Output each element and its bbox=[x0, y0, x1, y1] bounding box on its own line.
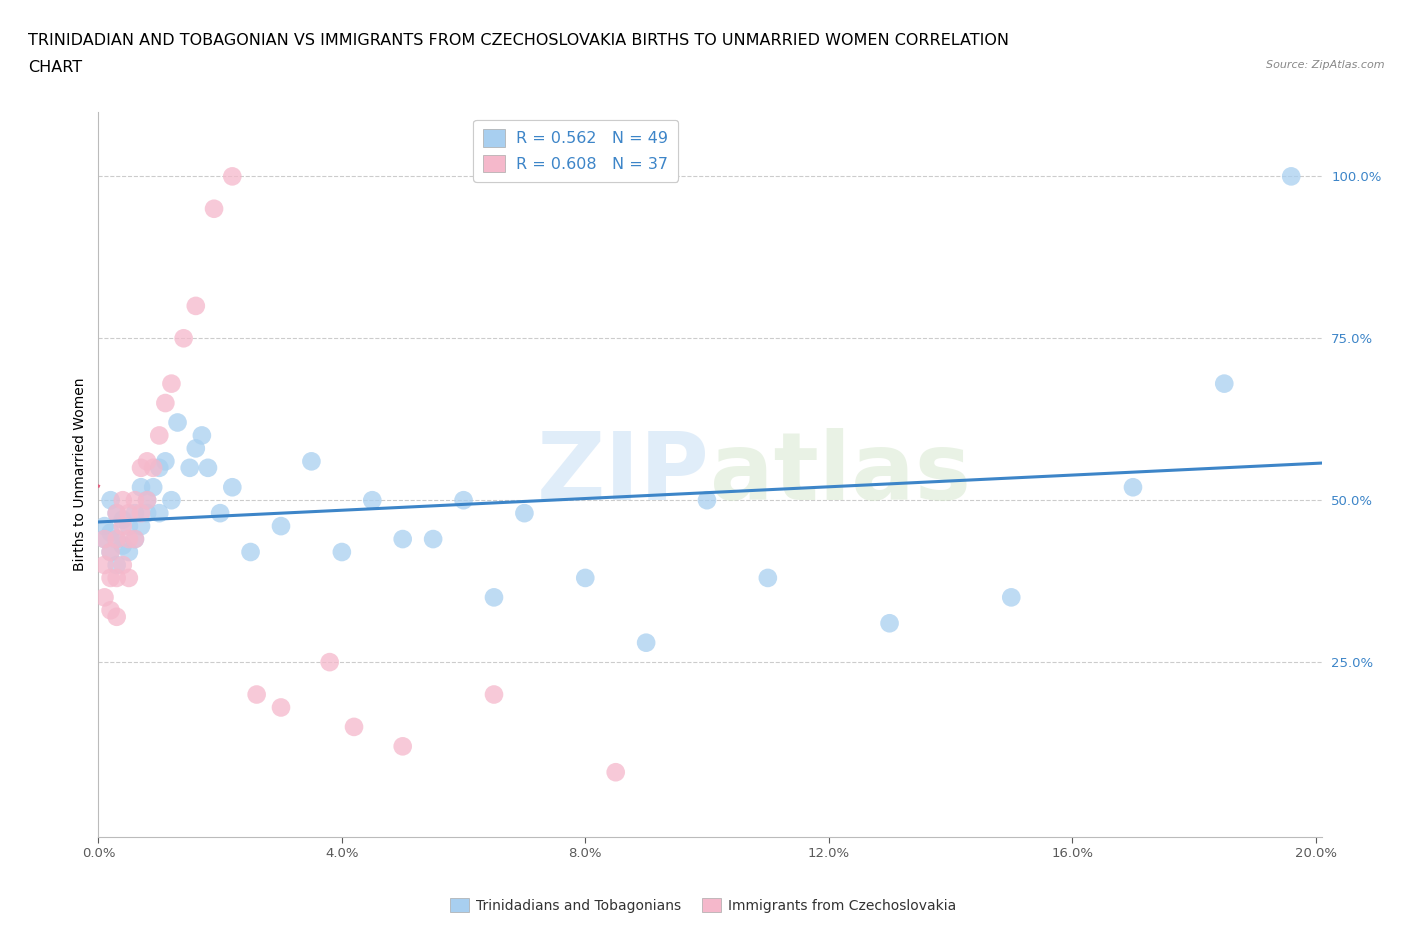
Point bbox=[142, 480, 165, 495]
Y-axis label: Births to Unmarried Women: Births to Unmarried Women bbox=[73, 378, 87, 571]
Point bbox=[155, 454, 177, 469]
Point bbox=[1000, 590, 1022, 604]
Text: Source: ZipAtlas.com: Source: ZipAtlas.com bbox=[1267, 60, 1385, 71]
Point bbox=[209, 506, 232, 521]
Point bbox=[361, 493, 384, 508]
Point bbox=[105, 609, 128, 624]
Point bbox=[124, 506, 146, 521]
Point bbox=[111, 538, 134, 553]
Legend: R = 0.562   N = 49, R = 0.608   N = 37: R = 0.562 N = 49, R = 0.608 N = 37 bbox=[474, 120, 678, 181]
Point bbox=[246, 687, 269, 702]
Point bbox=[124, 532, 146, 547]
Point bbox=[636, 635, 658, 650]
Point bbox=[100, 570, 122, 585]
Point bbox=[118, 506, 141, 521]
Point bbox=[299, 454, 322, 469]
Point bbox=[136, 454, 159, 469]
Text: TRINIDADIAN AND TOBAGONIAN VS IMMIGRANTS FROM CZECHOSLOVAKIA BIRTHS TO UNMARRIED: TRINIDADIAN AND TOBAGONIAN VS IMMIGRANTS… bbox=[28, 33, 1010, 47]
Point bbox=[422, 532, 444, 547]
Point bbox=[391, 532, 413, 547]
Point bbox=[1279, 169, 1302, 184]
Point bbox=[270, 519, 292, 534]
Point bbox=[124, 493, 146, 508]
Point bbox=[136, 506, 159, 521]
Point bbox=[221, 480, 243, 495]
Point bbox=[118, 570, 141, 585]
Point bbox=[111, 519, 134, 534]
Point bbox=[100, 545, 122, 560]
Point bbox=[111, 557, 134, 572]
Point bbox=[202, 201, 225, 216]
Point bbox=[343, 720, 366, 735]
Point bbox=[148, 460, 170, 475]
Text: ZIP: ZIP bbox=[537, 429, 710, 520]
Point bbox=[93, 532, 115, 547]
Point bbox=[118, 532, 141, 547]
Point bbox=[100, 525, 122, 540]
Point bbox=[1213, 376, 1236, 391]
Point bbox=[136, 493, 159, 508]
Point bbox=[391, 738, 413, 753]
Text: CHART: CHART bbox=[28, 60, 82, 75]
Point bbox=[129, 480, 152, 495]
Point bbox=[179, 460, 201, 475]
Point bbox=[191, 428, 214, 443]
Point bbox=[605, 764, 627, 779]
Point bbox=[105, 557, 128, 572]
Point bbox=[160, 493, 183, 508]
Point bbox=[482, 590, 505, 604]
Point bbox=[756, 570, 779, 585]
Point bbox=[136, 493, 159, 508]
Point bbox=[197, 460, 219, 475]
Point bbox=[100, 603, 122, 618]
Point bbox=[696, 493, 718, 508]
Point bbox=[93, 590, 115, 604]
Point bbox=[184, 299, 207, 313]
Point bbox=[105, 506, 128, 521]
Point bbox=[93, 519, 115, 534]
Point bbox=[111, 512, 134, 527]
Point bbox=[148, 428, 170, 443]
Point bbox=[318, 655, 340, 670]
Point bbox=[124, 532, 146, 547]
Point bbox=[105, 532, 128, 547]
Point bbox=[93, 557, 115, 572]
Point bbox=[129, 519, 152, 534]
Point bbox=[453, 493, 475, 508]
Point bbox=[160, 376, 183, 391]
Point bbox=[129, 506, 152, 521]
Point bbox=[184, 441, 207, 456]
Point bbox=[270, 700, 292, 715]
Text: atlas: atlas bbox=[710, 429, 972, 520]
Point bbox=[93, 532, 115, 547]
Point bbox=[118, 519, 141, 534]
Point bbox=[173, 331, 195, 346]
Point bbox=[148, 506, 170, 521]
Point bbox=[118, 545, 141, 560]
Point bbox=[1122, 480, 1144, 495]
Point bbox=[100, 545, 122, 560]
Point bbox=[221, 169, 243, 184]
Legend: Trinidadians and Tobagonians, Immigrants from Czechoslovakia: Trinidadians and Tobagonians, Immigrants… bbox=[444, 893, 962, 919]
Point bbox=[574, 570, 596, 585]
Point bbox=[166, 415, 188, 430]
Point bbox=[105, 532, 128, 547]
Point bbox=[879, 616, 901, 631]
Point bbox=[105, 506, 128, 521]
Point bbox=[330, 545, 353, 560]
Point bbox=[105, 570, 128, 585]
Point bbox=[142, 460, 165, 475]
Point bbox=[155, 395, 177, 410]
Point bbox=[100, 493, 122, 508]
Point bbox=[111, 493, 134, 508]
Point bbox=[239, 545, 262, 560]
Point bbox=[482, 687, 505, 702]
Point bbox=[129, 460, 152, 475]
Point bbox=[513, 506, 536, 521]
